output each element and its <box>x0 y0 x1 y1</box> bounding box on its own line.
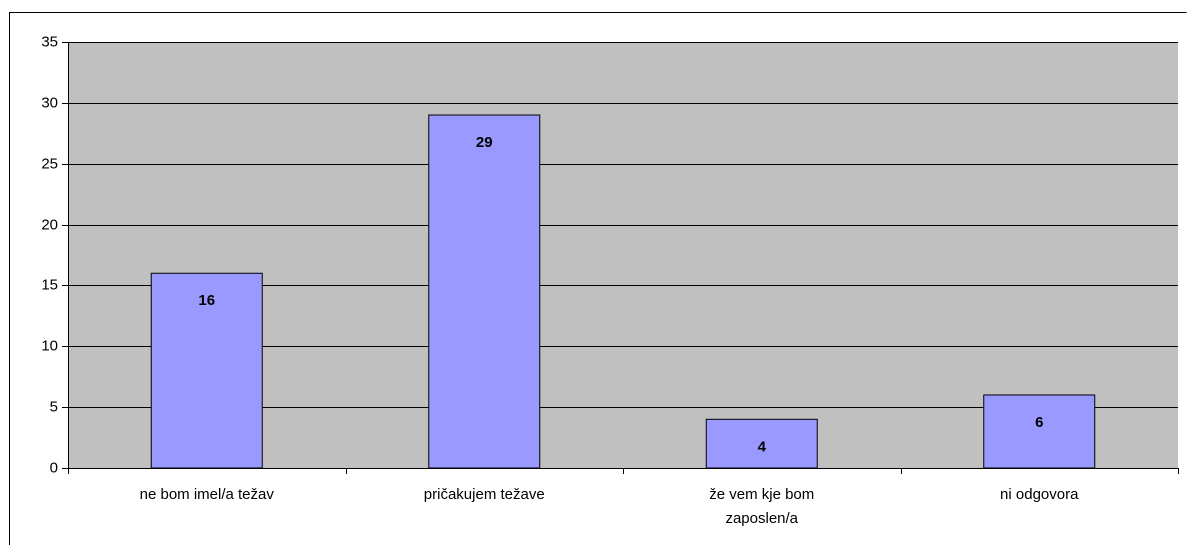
y-tick-label: 10 <box>41 337 58 354</box>
data-label: 4 <box>758 438 767 455</box>
x-tick-label: ni odgovora <box>1000 486 1079 503</box>
bar <box>983 394 1096 469</box>
y-tick-label: 0 <box>50 459 58 476</box>
bar <box>705 418 818 469</box>
bar <box>428 114 541 469</box>
y-tick-label: 20 <box>41 216 58 233</box>
x-tick-label: ne bom imel/a težav <box>140 486 275 503</box>
y-tick-label: 35 <box>41 33 58 50</box>
data-label: 29 <box>476 134 493 151</box>
data-label: 6 <box>1035 414 1043 431</box>
chart-frame <box>9 12 1187 545</box>
y-tick-label: 15 <box>41 276 58 293</box>
y-tick-label: 25 <box>41 155 58 172</box>
data-label: 16 <box>198 292 215 309</box>
x-tick-label: pričakujem težave <box>424 486 545 503</box>
x-tick-label: že vem kje bom zaposlen/a <box>709 486 814 527</box>
y-tick-label: 5 <box>50 398 58 415</box>
y-tick-label: 30 <box>41 94 58 111</box>
